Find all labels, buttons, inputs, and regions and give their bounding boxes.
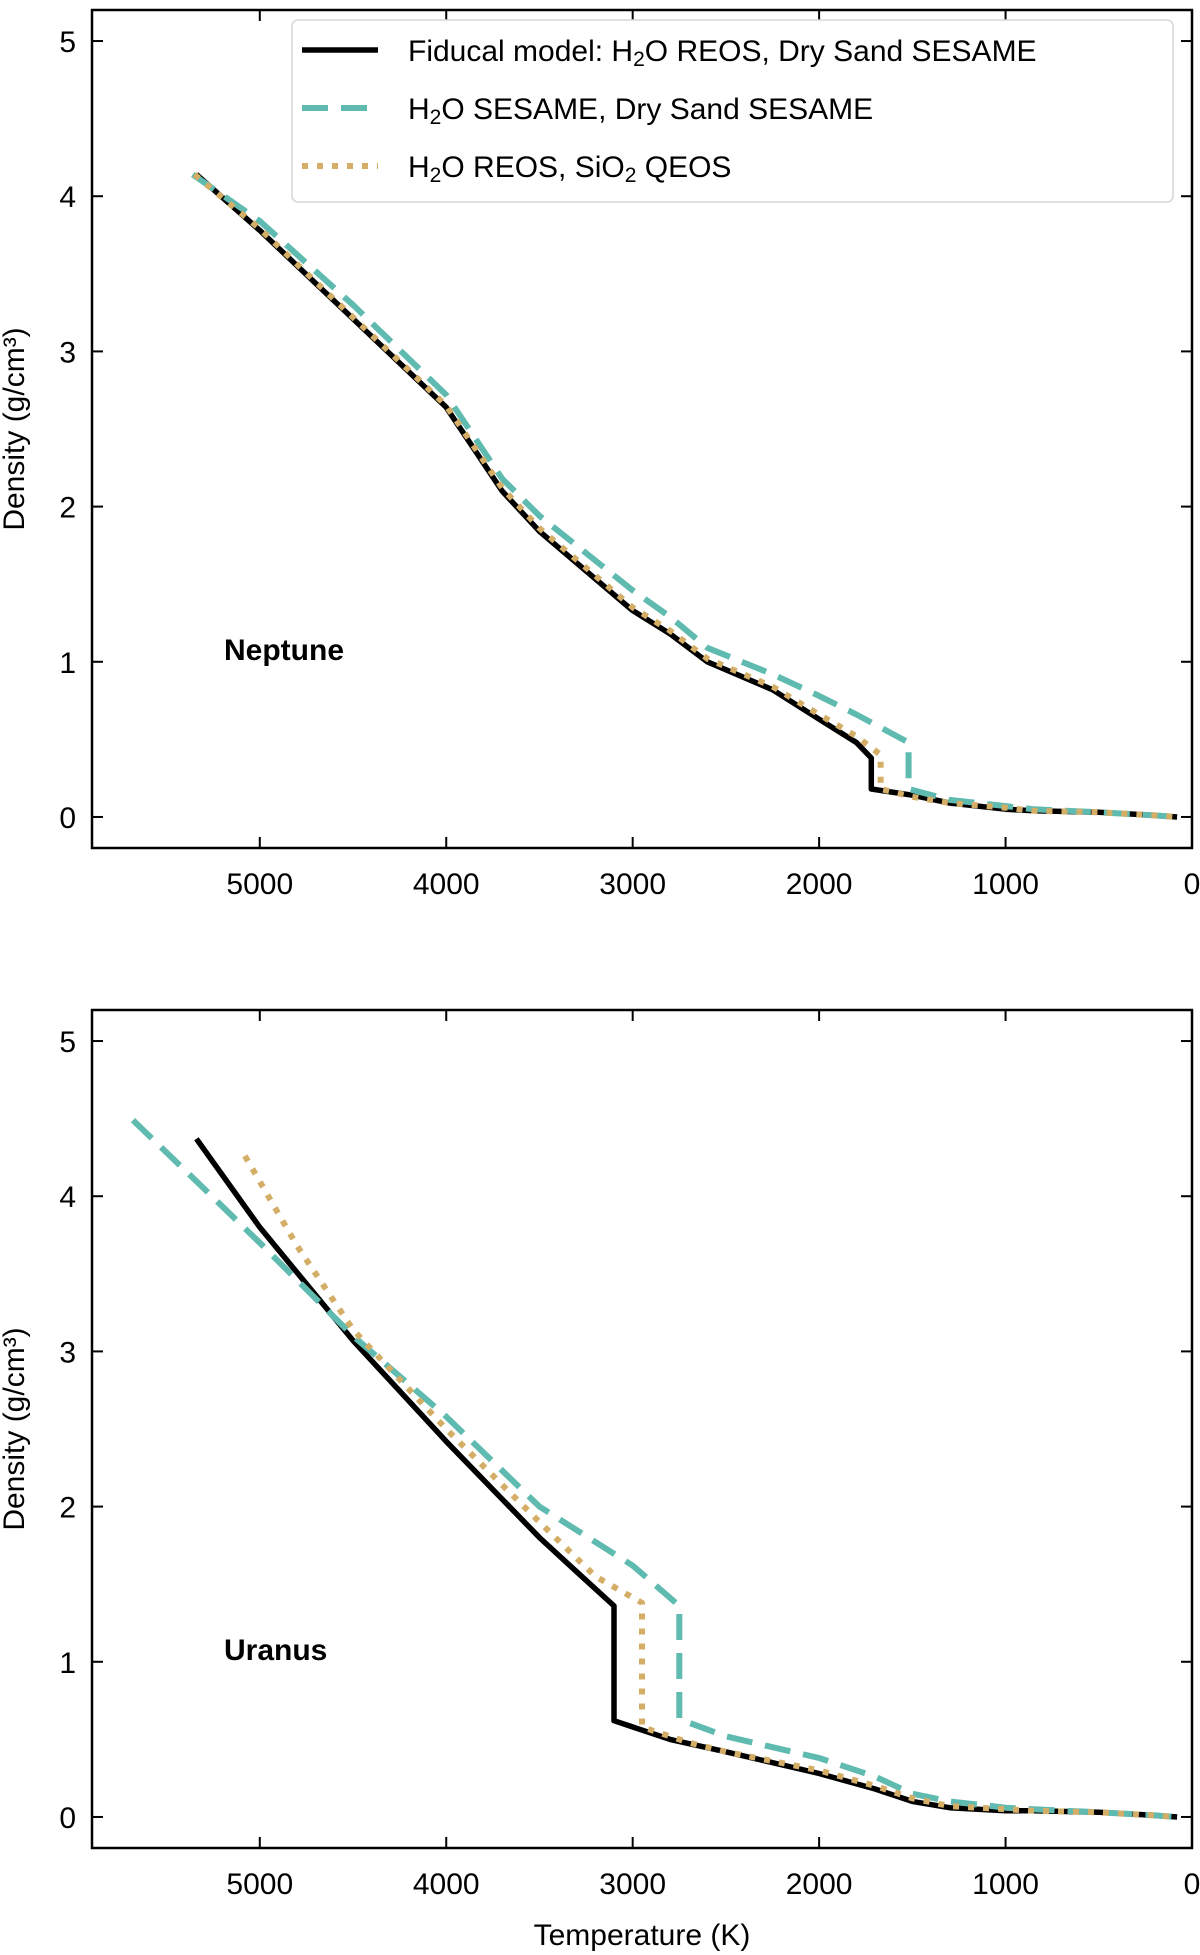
y-tick-label: 3 [59, 336, 76, 369]
legend-entry: H2O SESAME, Dry Sand SESAME [408, 93, 873, 129]
x-axis-label: Temperature (K) [534, 1919, 751, 1952]
y-tick-label: 0 [59, 1802, 76, 1835]
series-line-solid [194, 172, 1178, 820]
x-tick-label: 0 [1184, 1868, 1200, 1901]
panel-label: Neptune [224, 634, 344, 667]
x-tick-label: 5000 [226, 868, 293, 901]
x-tick-label: 4000 [413, 868, 480, 901]
uranus-panel: 5000 4000 3000 2000 1000 0 0 1 2 3 4 5 Density (g/cm… [0, 1008, 1200, 1952]
plot-frame [90, 1008, 1194, 1850]
x-tick-label: 2000 [786, 868, 853, 901]
neptune-panel: 5000 4000 3000 2000 1000 0 0 1 2 3 4 5 Density (g/cm… [0, 8, 1200, 901]
plot-frame [90, 8, 1194, 850]
y-axis-label: Density (g/cm³) [0, 327, 31, 530]
series-line-dashed [130, 1118, 1178, 1820]
legend: Fiducal model: H2O REOS, Dry Sand SESAME… [291, 19, 1174, 203]
series-line-dashed [190, 172, 1178, 820]
x-tick-label: 0 [1184, 868, 1200, 901]
x-tick-label: 2000 [786, 1868, 853, 1901]
y-tick-label: 5 [59, 1026, 76, 1059]
y-tick-label: 1 [59, 1647, 76, 1680]
y-tick-label: 0 [59, 802, 76, 835]
x-tick-label: 1000 [972, 868, 1039, 901]
y-tick-label: 1 [59, 647, 76, 680]
panel-label: Uranus [224, 1634, 327, 1667]
y-tick-label: 4 [59, 181, 76, 214]
y-tick-label: 2 [59, 492, 76, 525]
x-tick-label: 4000 [413, 1868, 480, 1901]
x-tick-label: 3000 [599, 868, 666, 901]
x-tick-label: 3000 [599, 1868, 666, 1901]
x-tick-label: 1000 [972, 1868, 1039, 1901]
y-tick-label: 4 [59, 1181, 76, 1214]
legend-entry: H2O REOS, SiO2 QEOS [408, 151, 731, 187]
y-axis-label: Density (g/cm³) [0, 1327, 31, 1530]
series-line-solid [194, 1137, 1178, 1820]
series-line-dotted [242, 1154, 1178, 1820]
y-tick-label: 3 [59, 1336, 76, 1369]
legend-box [291, 19, 1174, 203]
x-tick-label: 5000 [226, 1868, 293, 1901]
series-line-dotted [192, 172, 1178, 820]
legend-entry: Fiducal model: H2O REOS, Dry Sand SESAME [408, 35, 1037, 71]
y-tick-label: 5 [59, 26, 76, 59]
y-tick-label: 2 [59, 1492, 76, 1525]
